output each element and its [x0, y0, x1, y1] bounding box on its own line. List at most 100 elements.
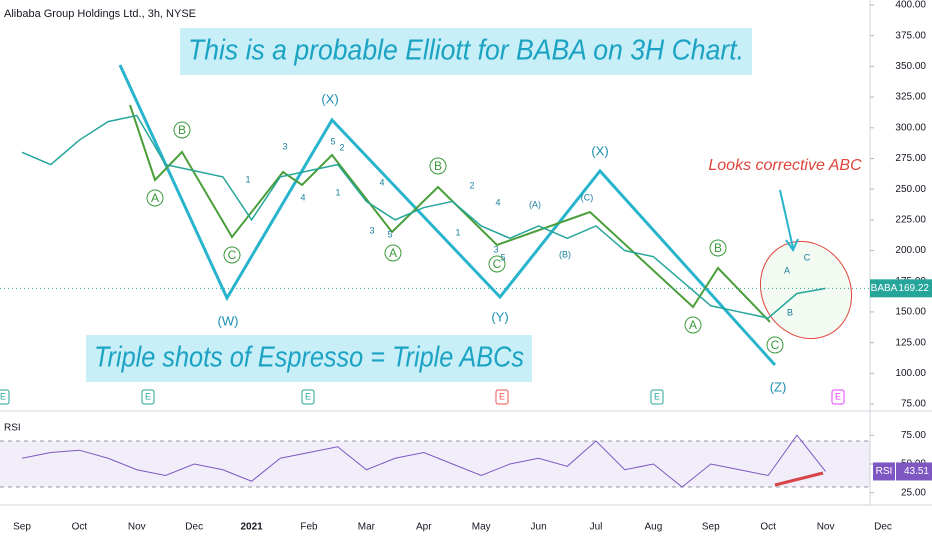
event-label: E — [499, 391, 505, 401]
sub-wave-label: 1 — [335, 187, 340, 197]
x-tick-label: 2021 — [240, 522, 263, 533]
symbol-header: Alibaba Group Holdings Ltd., 3h, NYSE — [4, 8, 196, 20]
price-tag-name-bg — [870, 279, 898, 298]
wave-circle — [488, 255, 506, 273]
arrow — [779, 189, 794, 249]
rsi-tag-name: RSI — [876, 466, 893, 477]
sub-wave-label: 5 — [500, 252, 505, 262]
event-marker — [0, 389, 10, 405]
x-tick-label: Oct — [72, 522, 88, 533]
event-label: E — [654, 391, 660, 401]
sub-wave-label: 5 — [330, 136, 335, 146]
wave-label: (W) — [218, 313, 239, 328]
y-tick-label: 350.00 — [895, 61, 926, 72]
green-wave — [129, 104, 771, 323]
sub-wave-label: 1 — [455, 227, 460, 237]
wave-label: (X) — [591, 143, 608, 158]
y-tick-label: 225.00 — [895, 214, 926, 225]
wave-label: B — [714, 241, 722, 255]
sub-wave-label: 2 — [339, 142, 344, 152]
event-marker — [141, 389, 155, 405]
y-tick-label: 150.00 — [895, 307, 926, 318]
x-tick-label: Sep — [13, 522, 31, 533]
x-tick-label: Apr — [416, 522, 432, 533]
rsi-title: RSI — [4, 423, 21, 434]
wave-circle — [384, 244, 402, 262]
wave-label: B — [434, 159, 442, 173]
sub-wave-label: C — [804, 252, 811, 262]
sub-wave-label: 1 — [245, 174, 250, 184]
sub-wave-label: 3 — [493, 244, 498, 254]
wave-label: C — [771, 338, 780, 352]
rsi-tag: 43.51 — [904, 466, 929, 477]
event-label: E — [0, 391, 6, 401]
x-tick-label: Jun — [531, 522, 547, 533]
event-marker — [650, 389, 664, 405]
sub-wave-label: 4 — [379, 177, 384, 187]
price-tag: 169.22 — [898, 283, 929, 294]
event-label: E — [145, 391, 151, 401]
wave-circle — [709, 239, 727, 257]
event-marker — [495, 389, 509, 405]
wave-circle — [429, 157, 447, 175]
x-tick-label: May — [472, 522, 491, 533]
rsi-line — [21, 434, 826, 488]
wave-circle — [684, 316, 702, 334]
wave-label: A — [151, 191, 159, 205]
price-line — [21, 114, 826, 319]
y-tick-label: 300.00 — [895, 122, 926, 133]
y-tick-label: 125.00 — [895, 337, 926, 348]
sub-wave-label: 5 — [387, 229, 392, 239]
y-tick-label: 75.00 — [901, 399, 926, 410]
note: Looks corrective ABC — [708, 157, 862, 174]
wave-label: B — [178, 123, 186, 137]
wave-circle — [173, 121, 191, 139]
event-marker — [831, 389, 845, 405]
x-tick-label: Nov — [128, 522, 146, 533]
sub-wave-label: 2 — [469, 180, 474, 190]
x-tick-label: Jul — [590, 522, 603, 533]
y-tick-label: 275.00 — [895, 153, 926, 164]
wave-label: (Z) — [770, 379, 787, 394]
event-label: E — [305, 391, 311, 401]
x-tick-label: Dec — [874, 522, 892, 533]
price-tag-name: BABA — [871, 283, 898, 294]
y-tick-label: 375.00 — [895, 30, 926, 41]
event-marker — [301, 389, 315, 405]
rsi-trendline — [774, 471, 824, 487]
wave-label: A — [689, 318, 697, 332]
y-tick-label: 75.00 — [901, 430, 926, 441]
highlight-ellipse — [759, 240, 853, 340]
wave-circle — [146, 189, 164, 207]
price-tag-bg — [898, 279, 932, 298]
event-label: E — [835, 391, 841, 401]
x-tick-label: Aug — [645, 522, 663, 533]
wave-label: C — [493, 257, 502, 271]
sub-wave-label: 4 — [300, 192, 305, 202]
x-tick-label: Oct — [760, 522, 776, 533]
x-tick-label: Dec — [185, 522, 203, 533]
subtitle: Triple shots of Espresso = Triple ABCs — [94, 342, 524, 374]
title-box — [180, 28, 752, 75]
rsi-tag-bg — [896, 462, 932, 481]
wave-label: A — [389, 246, 397, 260]
wave-label: C — [228, 248, 237, 262]
wave-label: (X) — [321, 91, 338, 106]
arrow-head — [785, 238, 799, 253]
y-tick-label: 400.00 — [895, 0, 926, 11]
title: This is a probable Elliott for BABA on 3… — [188, 35, 744, 67]
sub-wave-label: B — [787, 307, 793, 317]
y-tick-label: 250.00 — [895, 184, 926, 195]
dynamic-layer: 75.00 100.00 125.00 150.00 1 75.00 200.00 225.0… — [0, 0, 932, 533]
x-tick-label: Mar — [358, 522, 376, 533]
sub-wave-label: (A) — [529, 199, 541, 209]
sub-wave-label: 3 — [369, 225, 374, 235]
sub-wave-label: 3 — [282, 141, 287, 151]
y-tick-label: 200.00 — [895, 245, 926, 256]
subtitle-box — [86, 335, 532, 382]
x-tick-label: Nov — [817, 522, 835, 533]
rsi-band — [0, 441, 870, 487]
y-tick-label: 100.00 — [895, 368, 926, 379]
wave-circle — [223, 246, 241, 264]
